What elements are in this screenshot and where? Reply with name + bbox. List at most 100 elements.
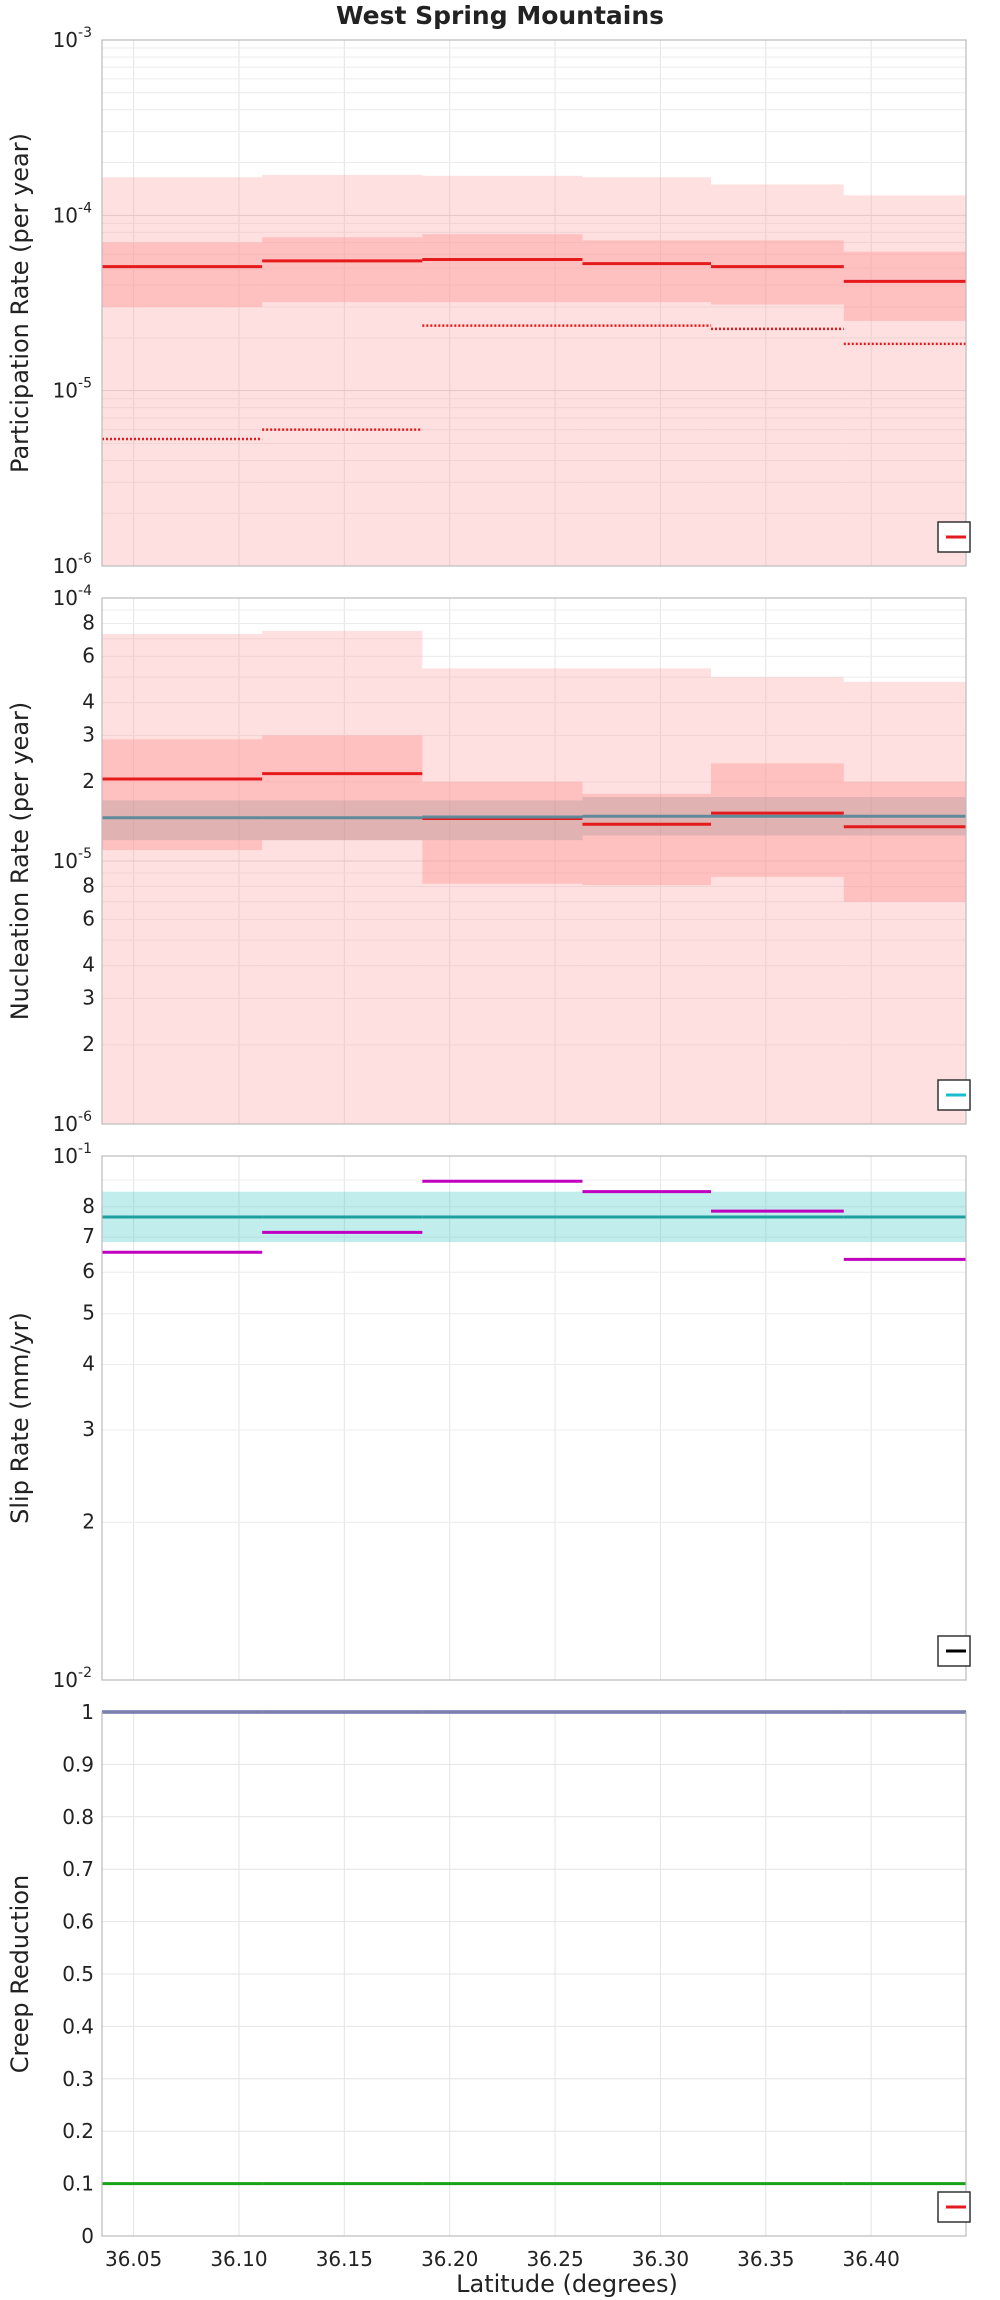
x-tick-label: 36.25 <box>526 2247 583 2271</box>
y-tick-label: 10-6 <box>53 1109 93 1136</box>
y-axis-label: Nucleation Rate (per year) <box>6 702 34 1021</box>
y-tick-labels: 10-610-510-410-3 <box>53 25 93 578</box>
figure-title: West Spring Mountains <box>336 1 664 30</box>
y-tick-labels: 0 0.1 0.2 0.3 0.4 0.5 0.6 0.7 0.8 0.9 1 <box>62 1700 94 2248</box>
legend <box>937 2191 971 2223</box>
series-lines <box>102 257 966 441</box>
tick-exponent: -1 <box>78 1141 92 1157</box>
y-tick-label: 2 <box>82 1509 95 1533</box>
band-3-segment <box>262 800 423 841</box>
x-tick-label: 36.40 <box>843 2247 900 2271</box>
y-axis-label: Creep Reduction <box>6 1875 34 2073</box>
band-2-segment <box>711 763 844 877</box>
y-tick-label: 10-4 <box>53 200 93 227</box>
y-tick-label: 6 <box>82 906 95 930</box>
y-tick-label: 0.3 <box>62 2067 94 2091</box>
tick-base: 10 <box>53 203 78 227</box>
y-tick-label: 0.5 <box>62 1962 94 1986</box>
band-1-segment <box>422 668 583 1124</box>
band-2-segment <box>102 739 263 851</box>
tick-exponent: -6 <box>78 1109 92 1125</box>
y-tick-label: 0.8 <box>62 1805 94 1829</box>
y-tick-label: 0.7 <box>62 1857 94 1881</box>
uncertainty-bands <box>102 174 966 566</box>
band-2-segment <box>843 251 966 321</box>
y-tick-label: 10-5 <box>53 376 92 403</box>
tick-base: 10 <box>53 554 78 578</box>
chart-panel-4: 0 0.1 0.2 0.3 0.4 0.5 0.6 0.7 0.8 0.9 1 Creep Reduc… <box>6 1700 971 2271</box>
axis-frame <box>101 597 967 1125</box>
band-3-segment <box>102 800 263 841</box>
band-2-segment <box>582 793 712 886</box>
y-tick-label: 8 <box>82 1194 95 1218</box>
y-tick-label: 3 <box>82 986 95 1010</box>
band-1-segment <box>262 630 423 1124</box>
y-tick-label: 1 <box>81 1700 94 1724</box>
x-tick-label: 36.15 <box>316 2247 373 2271</box>
y-tick-label: 10-1 <box>53 1141 92 1168</box>
tick-exponent: -2 <box>78 1665 92 1681</box>
y-tick-label: 4 <box>82 690 95 714</box>
band-1-segment <box>843 195 966 566</box>
y-axis-label: Slip Rate (mm/yr) <box>6 1312 34 1524</box>
tick-base: 10 <box>53 586 78 610</box>
y-tick-label: 0.1 <box>62 2172 94 2196</box>
band-1-segment <box>711 184 844 566</box>
band-2-segment <box>262 735 423 841</box>
y-tick-label: 4 <box>82 953 95 977</box>
y-tick-label: 0 <box>81 2224 94 2248</box>
y-tick-label: 0.9 <box>62 1752 94 1776</box>
band-2-segment <box>843 781 966 902</box>
band-2-segment <box>422 234 583 303</box>
band-1-segment <box>582 668 712 1124</box>
band-2-segment <box>102 242 263 308</box>
band-1-segment <box>102 177 263 566</box>
tick-exponent: -3 <box>78 25 92 41</box>
band-2-segment <box>582 240 712 303</box>
band-1-segment <box>843 681 966 1124</box>
y-tick-label: 4 <box>82 1352 95 1376</box>
y-tick-label: 7 <box>82 1224 95 1248</box>
y-tick-label: 10-4 <box>53 583 93 610</box>
series-lines <box>102 1179 966 1261</box>
tick-exponent: -5 <box>78 376 92 392</box>
plot-area <box>102 40 966 566</box>
tick-base: 10 <box>53 1112 78 1136</box>
x-tick-label: 36.20 <box>421 2247 478 2271</box>
band-1-segment <box>102 633 263 1124</box>
y-tick-label: 10-3 <box>53 25 92 52</box>
tick-exponent: -5 <box>78 846 92 862</box>
tick-exponent: -6 <box>78 551 92 567</box>
y-tick-label: 8 <box>82 610 95 634</box>
uncertainty-bands <box>102 630 966 1124</box>
band-1-segment <box>262 174 423 566</box>
band-2-segment <box>262 237 423 303</box>
x-tick-label: 36.05 <box>105 2247 162 2271</box>
y-tick-label: 6 <box>82 643 95 667</box>
x-tick-label: 36.30 <box>632 2247 689 2271</box>
tick-base: 10 <box>53 379 78 403</box>
y-axis-label: Participation Rate (per year) <box>6 133 34 473</box>
legend <box>937 521 971 553</box>
x-tick-label: 36.35 <box>737 2247 794 2271</box>
axis-frame <box>101 39 967 567</box>
x-axis-label: Latitude (degrees) <box>456 2270 678 2298</box>
y-tick-label: 6 <box>82 1259 95 1283</box>
grid <box>102 598 966 1125</box>
tick-base: 10 <box>53 1668 78 1692</box>
axis-frame <box>101 1711 967 2237</box>
band-3-segment <box>422 800 583 841</box>
y-tick-label: 0.2 <box>62 2119 94 2143</box>
band-1-segment <box>422 175 583 566</box>
band-1-segment <box>711 677 844 1124</box>
legend <box>937 1079 971 1111</box>
series-lines <box>102 772 966 829</box>
y-tick-label: 10-2 <box>53 1665 92 1692</box>
tick-base: 10 <box>53 1144 78 1168</box>
